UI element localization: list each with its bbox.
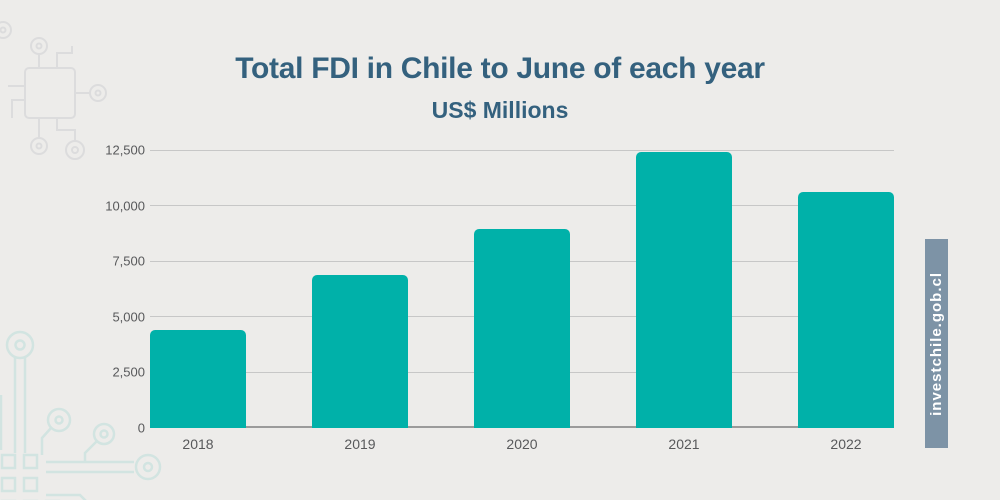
y-axis-labels: 0 2,500 5,000 7,500 10,000 12,500 — [0, 0, 145, 500]
website-watermark-band: investchile.gob.cl — [925, 239, 948, 448]
circuit-chip-icon — [0, 21, 107, 160]
website-watermark-text: investchile.gob.cl — [928, 271, 945, 416]
gridline-10000 — [150, 205, 894, 207]
chart-title: Total FDI in Chile to June of each year — [235, 52, 765, 85]
x-tick-label-2022: 2022 — [830, 436, 862, 452]
y-tick-label-0: 0 — [137, 420, 145, 436]
bar-2021 — [636, 151, 732, 428]
gridline-12500 — [150, 149, 894, 151]
x-tick-label-2019: 2019 — [344, 436, 376, 452]
bar-2022 — [798, 191, 894, 428]
bar-2019 — [312, 274, 408, 428]
circuit-traces-icon — [0, 330, 162, 500]
x-tick-label-2020: 2020 — [506, 436, 538, 452]
y-tick-label-5000: 5,000 — [112, 309, 145, 325]
x-tick-label-2018: 2018 — [182, 436, 214, 452]
y-tick-label-12500: 12,500 — [105, 142, 145, 158]
y-tick-label-7500: 7,500 — [112, 253, 145, 269]
y-tick-label-2500: 2,500 — [112, 364, 145, 380]
bar-2018 — [150, 329, 246, 428]
y-tick-label-10000: 10,000 — [105, 198, 145, 214]
chart-subtitle: US$ Millions — [431, 97, 569, 123]
x-tick-label-2021: 2021 — [668, 436, 700, 452]
bar-2020 — [474, 229, 570, 428]
plot-area: 2018 2019 2020 2021 2022 — [150, 149, 894, 452]
